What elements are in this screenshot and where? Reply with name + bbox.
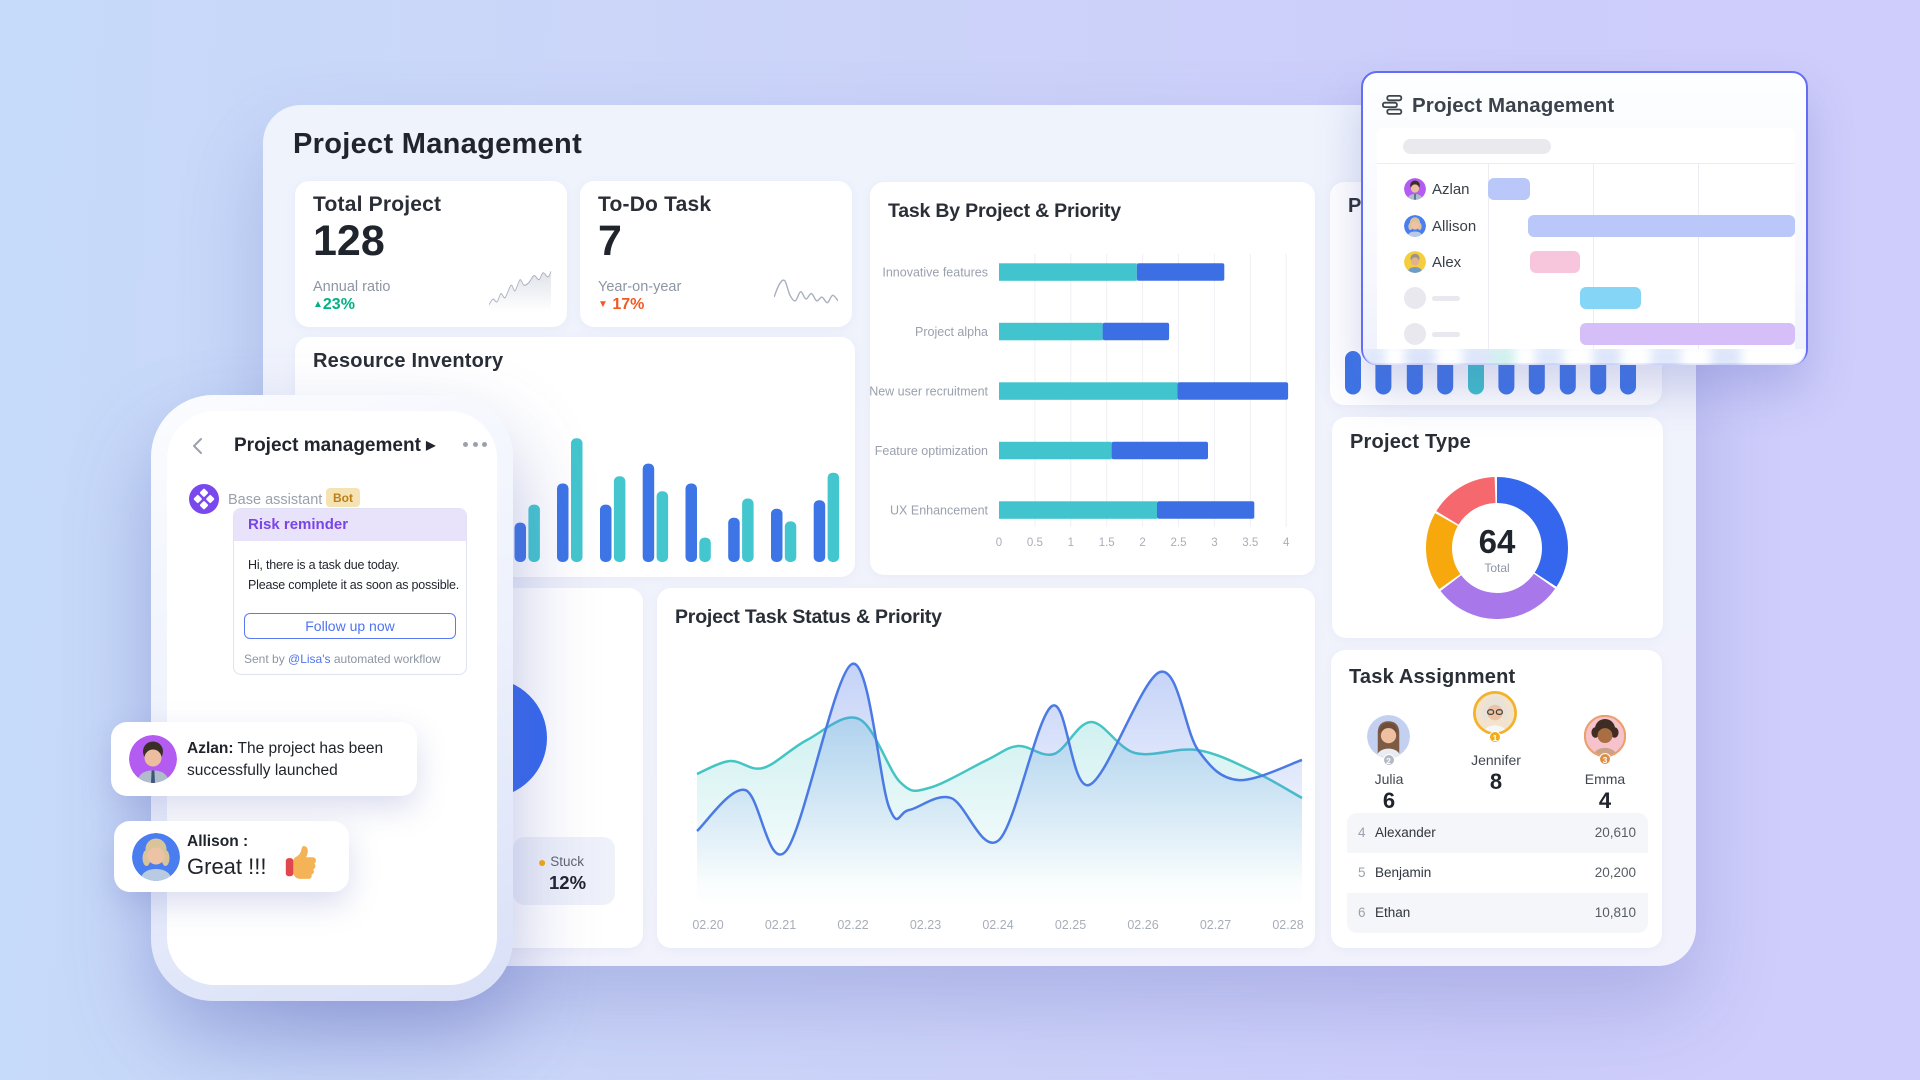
svg-text:Task By Project & Priority: Task By Project & Priority bbox=[888, 200, 1121, 222]
svg-text:64: 64 bbox=[1479, 523, 1516, 560]
svg-text:4: 4 bbox=[1283, 537, 1290, 549]
svg-text:Project alpha: Project alpha bbox=[915, 325, 988, 339]
svg-text:02.20: 02.20 bbox=[692, 918, 723, 932]
svg-text:02.22: 02.22 bbox=[837, 918, 868, 932]
svg-text:0.5: 0.5 bbox=[1027, 537, 1043, 549]
svg-text:New user recruitment: New user recruitment bbox=[870, 385, 989, 399]
svg-text:1.5: 1.5 bbox=[1099, 537, 1115, 549]
svg-text:Total: Total bbox=[1484, 561, 1509, 575]
svg-text:3.5: 3.5 bbox=[1242, 537, 1258, 549]
svg-text:02.28: 02.28 bbox=[1272, 918, 1303, 932]
svg-text:Feature optimization: Feature optimization bbox=[875, 444, 988, 458]
svg-text:02.25: 02.25 bbox=[1055, 918, 1086, 932]
svg-text:2.5: 2.5 bbox=[1171, 537, 1187, 549]
svg-text:1: 1 bbox=[1068, 537, 1074, 549]
svg-text:2: 2 bbox=[1139, 537, 1145, 549]
svg-text:02.23: 02.23 bbox=[910, 918, 941, 932]
svg-text:02.26: 02.26 bbox=[1127, 918, 1158, 932]
svg-text:02.27: 02.27 bbox=[1200, 918, 1231, 932]
svg-text:Innovative features: Innovative features bbox=[882, 266, 988, 280]
svg-text:02.24: 02.24 bbox=[982, 918, 1013, 932]
svg-text:0: 0 bbox=[996, 537, 1002, 549]
svg-text:UX Enhancement: UX Enhancement bbox=[890, 504, 989, 518]
svg-text:Project Task Status & Priority: Project Task Status & Priority bbox=[675, 606, 942, 628]
svg-text:02.21: 02.21 bbox=[765, 918, 796, 932]
svg-text:3: 3 bbox=[1211, 537, 1217, 549]
